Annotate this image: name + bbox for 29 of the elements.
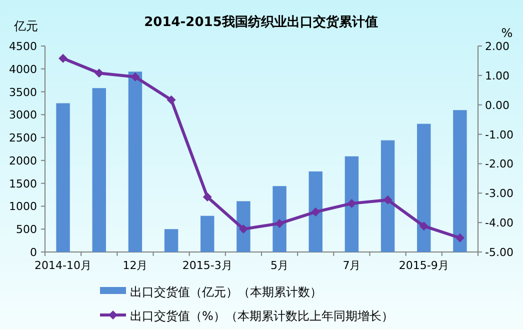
y2-tick-label: -3.00 (485, 187, 514, 200)
x-tick-label: 2014-10月 (34, 259, 92, 272)
y2-tick-label: 0.00 (485, 98, 510, 112)
legend-label: 出口交货值（%）（本期累计数比上年同期增长） (130, 309, 394, 323)
y2-tick-label: 1.00 (485, 69, 510, 82)
y-tick-label: 500 (16, 223, 37, 236)
chart-title: 2014-2015我国纺织业出口交货累计值 (144, 14, 378, 30)
y2-tick-label: -1.00 (485, 128, 514, 142)
x-tick-label: 5月 (270, 259, 289, 272)
y-tick-label: 4000 (9, 62, 37, 76)
y2-tick-label: 2.00 (485, 40, 510, 53)
y-tick-label: 2500 (9, 132, 37, 145)
y-tick-label: 3500 (9, 86, 37, 99)
y-tick-label: 4500 (9, 40, 37, 53)
y-axis-title: 亿元 (13, 19, 38, 33)
y-tick-label: 1000 (9, 200, 37, 214)
y2-tick-label: -5.00 (485, 246, 514, 259)
y-tick-label: 0 (30, 246, 37, 259)
x-tick-label: 12月 (122, 259, 148, 272)
x-tick-label: 2015-9月 (398, 259, 449, 272)
y-tick-label: 1500 (9, 177, 37, 190)
y-tick-label: 2000 (9, 154, 37, 168)
y-tick-label: 3000 (9, 108, 37, 122)
y2-tick-label: -2.00 (485, 158, 514, 171)
y2-axis-title: % (501, 26, 513, 40)
legend-label: 出口交货值（亿元）（本期累计数） (130, 285, 322, 299)
x-tick-label: 2015-3月 (182, 259, 232, 272)
y2-tick-label: -4.00 (485, 216, 514, 230)
x-tick-label: 7月 (342, 259, 361, 272)
